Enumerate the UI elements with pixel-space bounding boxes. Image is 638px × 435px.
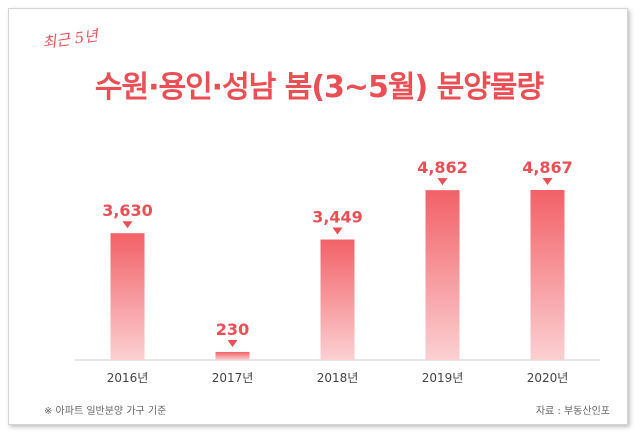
- bar-1: [215, 351, 250, 360]
- data-label-0: 3,630: [102, 201, 153, 220]
- bar-marker-0: [122, 221, 133, 229]
- bar-4: [530, 190, 565, 360]
- bar-0: [110, 233, 145, 360]
- bar-marker-4: [542, 178, 553, 185]
- x-tick-label-1: 2017년: [212, 371, 254, 385]
- x-tick-label-4: 2020년: [527, 371, 569, 385]
- bar-2: [320, 239, 355, 360]
- data-label-3: 4,862: [417, 158, 468, 177]
- source-note: 자료 : 부동산인포: [535, 406, 610, 417]
- footnote: ※ 아파트 일반분양 가구 기준: [44, 406, 167, 417]
- bar-marker-3: [437, 178, 448, 186]
- bar-marker-2: [332, 227, 343, 235]
- data-label-2: 3,449: [312, 208, 363, 227]
- data-label-4: 4,867: [522, 158, 573, 177]
- x-tick-label-2: 2018년: [317, 371, 359, 385]
- data-label-1: 230: [216, 320, 249, 339]
- x-tick-label-0: 2016년: [107, 371, 149, 385]
- bar-3: [425, 190, 460, 360]
- chart-title: 수원·용인·성남 봄(3~5월) 분양물량: [94, 70, 544, 105]
- x-tick-label-3: 2019년: [422, 371, 464, 385]
- bar-marker-1: [227, 339, 238, 347]
